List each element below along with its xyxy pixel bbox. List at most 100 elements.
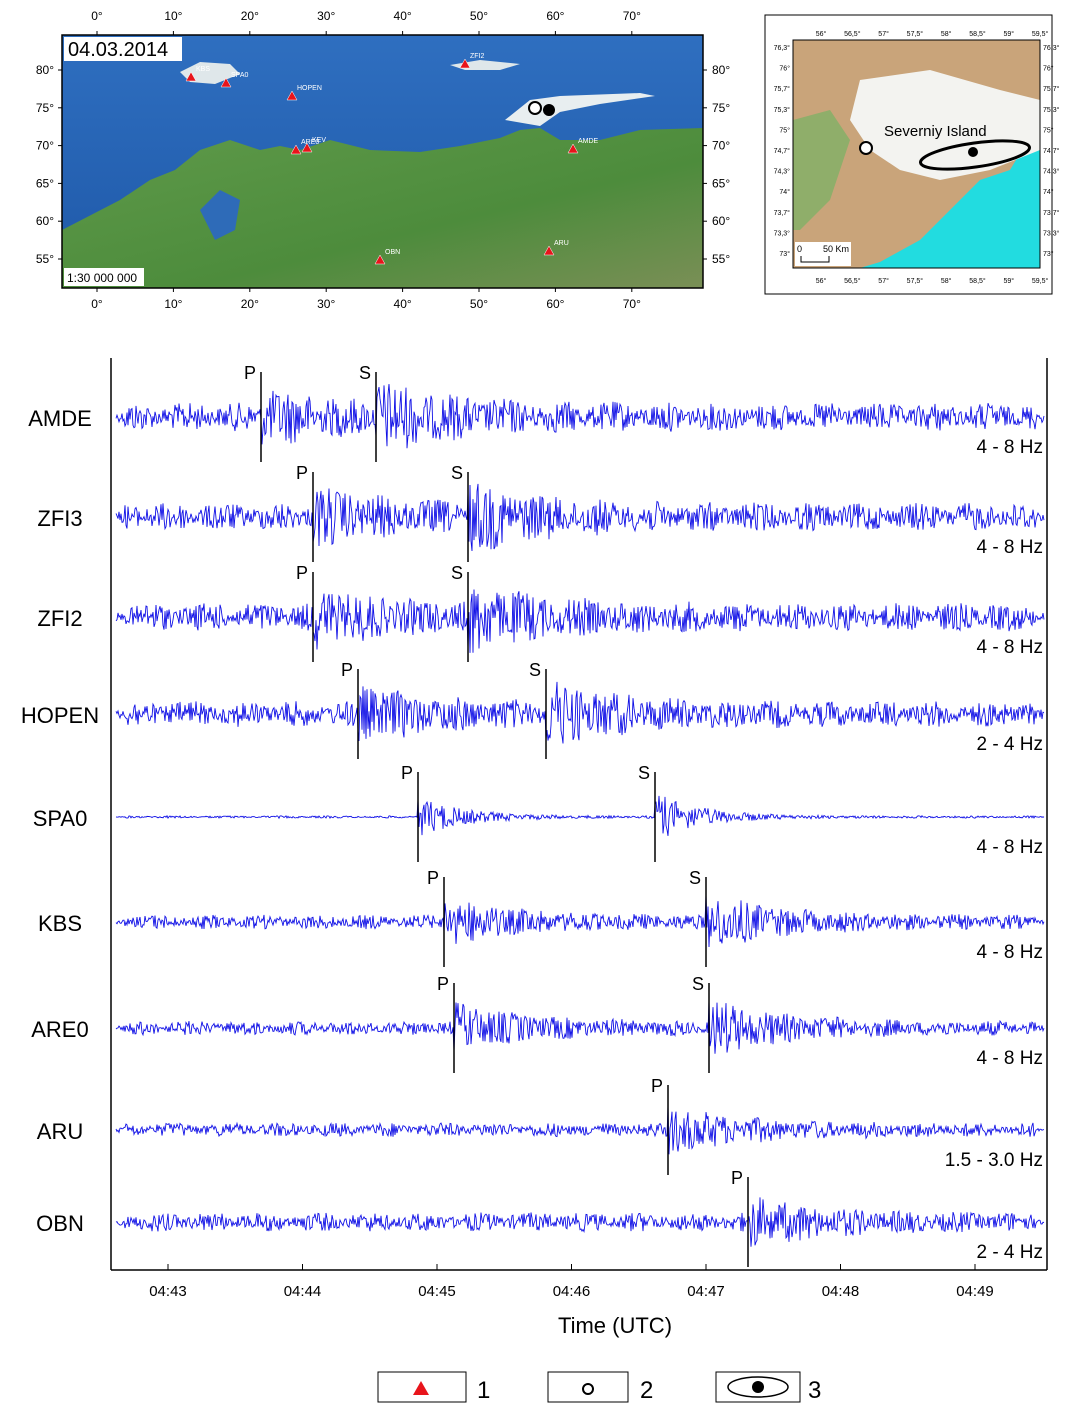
band-label: 4 - 8 Hz <box>976 1048 1043 1069</box>
station-name: ZFI3 <box>37 506 82 531</box>
waveform <box>116 484 1044 551</box>
station-label: KEV <box>312 137 326 144</box>
phase-label: P <box>244 363 256 383</box>
inset-scale: 50 Km <box>823 244 849 254</box>
waveform <box>116 384 1044 448</box>
epicenter-2 <box>968 147 978 157</box>
phase-label: P <box>437 974 449 994</box>
band-label: 4 - 8 Hz <box>976 837 1043 858</box>
lat-tick-label: 70° <box>712 139 730 153</box>
time-tick-label: 04:49 <box>956 1283 994 1300</box>
inset-lon-tick: 58,5° <box>969 30 986 38</box>
inset-lon-tick: 59,5° <box>1032 277 1049 285</box>
inset-lat-tick: 73,7° <box>774 209 791 217</box>
phase-label: P <box>651 1076 663 1096</box>
lon-tick-label: 0° <box>91 9 103 23</box>
time-tick-label: 04:46 <box>553 1283 591 1300</box>
scale-zero: 0 <box>797 244 802 254</box>
epicenter-1 <box>860 142 872 154</box>
station-label: ARU <box>554 240 569 247</box>
station-name: ARU <box>37 1119 83 1144</box>
inset-lat-tick: 75,7° <box>1043 85 1060 93</box>
inset-lat-tick: 75,3° <box>774 106 791 114</box>
station-label: HOPEN <box>297 85 322 92</box>
station-name: SPA0 <box>33 806 88 831</box>
band-label: 4 - 8 Hz <box>976 942 1043 963</box>
lat-tick-label: 75° <box>36 101 54 115</box>
inset-lat-tick: 73,7° <box>1043 209 1060 217</box>
inset-lat-tick: 76,3° <box>1043 44 1060 52</box>
station-label: OBN <box>385 249 400 256</box>
inset-lat-tick: 76° <box>779 65 790 73</box>
inset-lat-tick: 73,3° <box>774 229 791 237</box>
band-label: 1.5 - 3.0 Hz <box>945 1150 1043 1171</box>
inset-lon-tick: 57,5° <box>907 277 924 285</box>
station-name: AMDE <box>28 406 92 431</box>
station-name: ZFI2 <box>37 606 82 631</box>
inset-lat-tick: 74° <box>1043 188 1054 196</box>
lon-tick-label: 30° <box>317 297 335 311</box>
inset-lon-tick: 57,5° <box>907 30 924 38</box>
phase-label: S <box>359 363 371 383</box>
lat-tick-label: 55° <box>712 252 730 266</box>
inset-lat-tick: 75,7° <box>774 85 791 93</box>
phase-label: S <box>451 463 463 483</box>
waveform <box>116 1105 1044 1154</box>
inset-lon-tick: 58° <box>941 30 952 38</box>
lon-tick-label: 60° <box>546 9 564 23</box>
lon-tick-label: 20° <box>241 9 259 23</box>
waveform <box>116 1000 1044 1054</box>
phase-label: S <box>692 974 704 994</box>
phase-label: S <box>689 868 701 888</box>
station-name: OBN <box>36 1211 84 1236</box>
waveform <box>116 894 1044 947</box>
lon-tick-label: 10° <box>164 9 182 23</box>
lat-tick-label: 75° <box>712 101 730 115</box>
lon-tick-label: 10° <box>164 297 182 311</box>
legend-label: 3 <box>808 1377 821 1404</box>
inset-lat-tick: 73° <box>779 250 790 258</box>
inset-lon-tick: 56° <box>816 30 827 38</box>
inset-lat-tick: 74,3° <box>1043 168 1060 176</box>
inset-lon-tick: 58,5° <box>969 277 986 285</box>
inset-lat-tick: 74,7° <box>774 147 791 155</box>
inset-lon-tick: 56° <box>816 277 827 285</box>
legend-label: 1 <box>477 1377 490 1404</box>
time-tick-label: 04:45 <box>418 1283 456 1300</box>
lat-tick-label: 80° <box>36 63 54 77</box>
lon-tick-label: 60° <box>546 297 564 311</box>
phase-label: P <box>731 1168 743 1188</box>
inset-label: Severniy Island <box>884 123 987 140</box>
inset-lat-tick: 75° <box>1043 126 1054 134</box>
waveform <box>116 590 1044 653</box>
epicenter-2 <box>543 104 555 116</box>
phase-label: S <box>451 563 463 583</box>
main-map: 04.03.2014 1:30 000 000 <box>62 35 703 288</box>
lon-tick-label: 40° <box>394 297 412 311</box>
band-label: 4 - 8 Hz <box>976 537 1043 558</box>
station-name: ARE0 <box>31 1017 88 1042</box>
inset-lat-tick: 73,3° <box>1043 229 1060 237</box>
time-tick-label: 04:43 <box>149 1283 187 1300</box>
legend: 1 2 3 <box>378 1372 821 1404</box>
lon-tick-label: 40° <box>394 9 412 23</box>
inset-lon-tick: 57° <box>878 277 889 285</box>
inset-lat-tick: 74,3° <box>774 168 791 176</box>
lon-tick-label: 70° <box>623 9 641 23</box>
time-tick-label: 04:44 <box>284 1283 322 1300</box>
lat-tick-label: 60° <box>712 214 730 228</box>
band-label: 2 - 4 Hz <box>976 734 1043 755</box>
phase-label: S <box>529 660 541 680</box>
lat-tick-label: 65° <box>36 176 54 190</box>
inset-lon-tick: 59° <box>1004 30 1015 38</box>
legend-circle <box>583 1384 593 1394</box>
inset-lat-tick: 73° <box>1043 250 1054 258</box>
map-date: 04.03.2014 <box>68 39 168 61</box>
epicenter-1 <box>529 102 541 114</box>
band-label: 2 - 4 Hz <box>976 1242 1043 1263</box>
station-label: ZFI2 <box>470 53 484 60</box>
lon-tick-label: 70° <box>623 297 641 311</box>
inset-lon-tick: 59° <box>1004 277 1015 285</box>
time-tick-label: 04:48 <box>822 1283 860 1300</box>
lon-tick-label: 30° <box>317 9 335 23</box>
